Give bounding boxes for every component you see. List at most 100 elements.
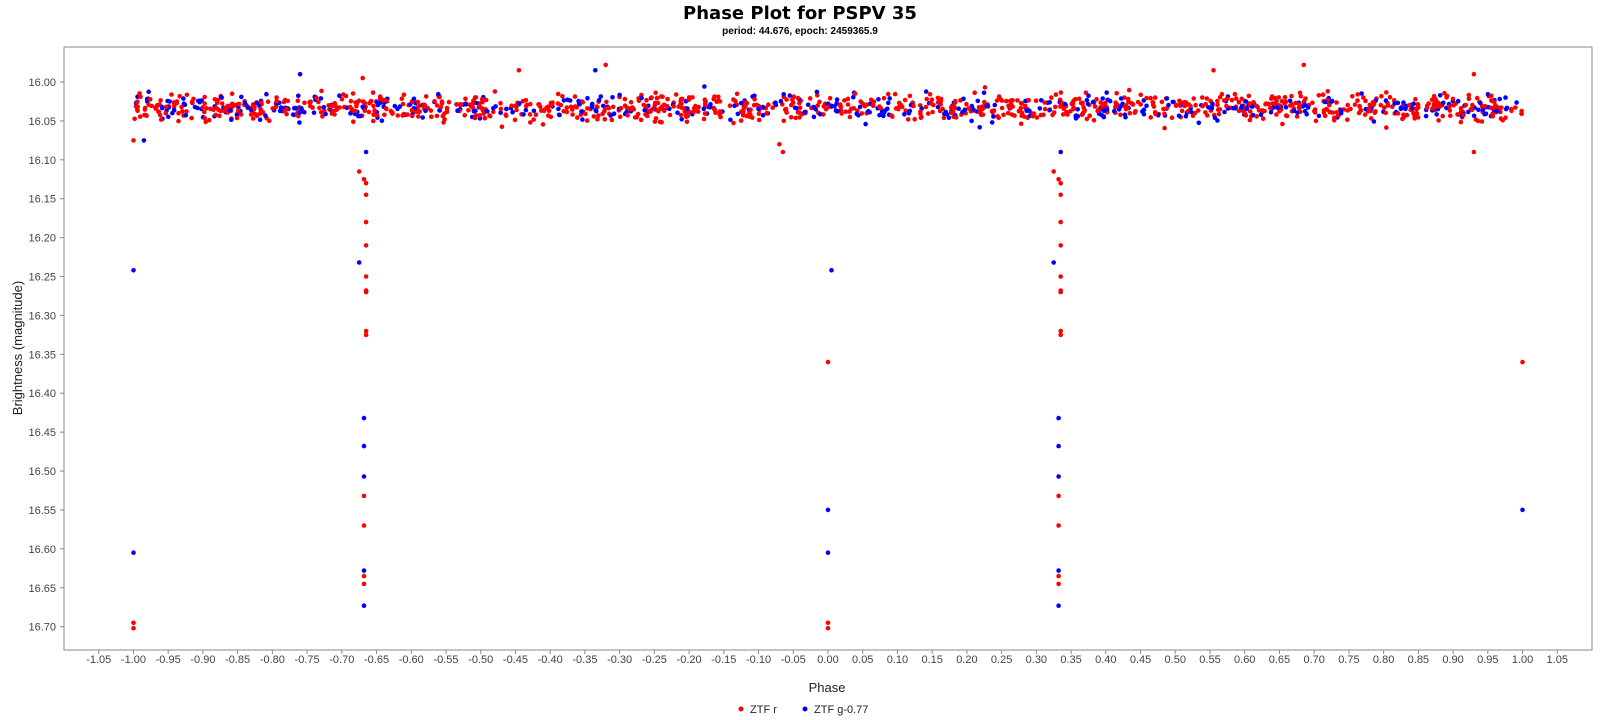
point-ztf-g	[1322, 99, 1328, 105]
point-ztf-g	[593, 68, 598, 73]
x-tick-label: -0.45	[503, 654, 528, 666]
point-ztf-r	[649, 107, 655, 112]
point-ztf-g	[885, 106, 890, 112]
point-ztf-r	[1479, 119, 1485, 124]
point-ztf-r	[1236, 99, 1242, 105]
point-ztf-g	[1123, 114, 1128, 120]
x-tick-label: -0.20	[677, 654, 702, 666]
x-tick-label: 0.60	[1234, 654, 1255, 666]
point-ztf-r	[191, 96, 196, 102]
point-ztf-g	[738, 100, 744, 106]
x-tick-label: 0.10	[887, 654, 908, 666]
point-ztf-r	[1458, 119, 1464, 125]
point-ztf-r	[254, 113, 260, 119]
point-ztf-r	[1301, 62, 1307, 68]
point-ztf-r	[134, 106, 140, 112]
point-ztf-r	[1272, 95, 1278, 101]
point-ztf-r	[978, 112, 984, 118]
point-ztf-g	[1107, 98, 1113, 104]
point-ztf-r	[1203, 101, 1208, 107]
point-ztf-r	[132, 116, 137, 122]
point-ztf-r	[428, 108, 434, 113]
point-ztf-g	[1144, 103, 1149, 109]
point-ztf-r	[1498, 116, 1504, 121]
legend-marker-ztf-g	[802, 706, 808, 712]
point-ztf-r	[347, 104, 353, 110]
point-ztf-r	[797, 105, 803, 111]
point-ztf-g	[491, 106, 496, 111]
point-ztf-r	[1474, 95, 1480, 101]
point-ztf-r	[1440, 113, 1445, 119]
point-ztf-g	[781, 92, 786, 97]
legend-label-ztf-g: ZTF g-0.77	[814, 704, 868, 716]
x-tick-label: -0.80	[260, 654, 285, 666]
point-ztf-r	[527, 112, 533, 117]
point-ztf-r	[654, 95, 660, 101]
point-ztf-r	[368, 98, 374, 104]
point-ztf-r	[548, 114, 554, 120]
point-ztf-r	[399, 96, 405, 101]
point-ztf-r	[750, 115, 755, 120]
point-ztf-r	[847, 114, 853, 120]
chart-subtitle: period: 44.676, epoch: 2459365.9	[722, 26, 878, 37]
point-ztf-r	[1239, 96, 1245, 102]
point-ztf-r	[702, 101, 708, 106]
point-ztf-g	[1212, 115, 1218, 120]
point-ztf-r	[483, 97, 489, 103]
point-ztf-r	[360, 99, 366, 104]
point-ztf-g	[876, 97, 881, 102]
x-axis-label: Phase	[809, 680, 846, 695]
point-ztf-r	[395, 113, 401, 118]
point-ztf-r	[1211, 68, 1216, 73]
point-ztf-r	[1432, 101, 1438, 106]
point-ztf-r	[572, 94, 578, 99]
point-ztf-g	[146, 89, 151, 95]
point-ztf-r	[1436, 118, 1441, 123]
point-ztf-r	[206, 117, 212, 123]
point-ztf-r	[1056, 523, 1061, 528]
point-ztf-g	[218, 94, 224, 100]
point-ztf-r	[1451, 103, 1456, 108]
point-ztf-r	[438, 105, 444, 110]
point-ztf-r	[1015, 98, 1020, 103]
point-ztf-r	[1083, 90, 1089, 95]
point-ztf-r	[1279, 98, 1285, 104]
point-ztf-r	[712, 94, 717, 99]
point-ztf-r	[208, 106, 213, 112]
point-ztf-r	[1490, 113, 1496, 119]
point-ztf-g	[254, 100, 260, 106]
x-tick-label: -0.75	[295, 654, 320, 666]
point-ztf-r	[415, 99, 421, 105]
point-ztf-r	[439, 101, 445, 106]
point-ztf-g	[971, 107, 976, 112]
point-ztf-r	[678, 112, 684, 118]
point-ztf-g	[131, 268, 136, 273]
point-ztf-r	[1382, 105, 1387, 110]
point-ztf-g	[556, 106, 561, 112]
point-ztf-r	[317, 105, 322, 111]
y-tick-label: 16.55	[28, 505, 56, 517]
point-ztf-r	[516, 68, 522, 73]
point-ztf-r	[1269, 96, 1274, 101]
point-ztf-r	[1056, 573, 1061, 579]
point-ztf-r	[458, 102, 463, 107]
point-ztf-r	[350, 91, 356, 96]
x-tick-label: 0.35	[1060, 654, 1081, 666]
y-tick-label: 16.45	[28, 427, 56, 439]
point-ztf-r	[591, 114, 597, 119]
point-ztf-r	[924, 96, 930, 102]
point-ztf-r	[780, 149, 786, 155]
point-ztf-g	[517, 101, 522, 106]
point-ztf-g	[1437, 93, 1443, 98]
point-ztf-r	[444, 109, 450, 115]
point-ztf-r	[777, 142, 782, 147]
point-ztf-g	[337, 93, 342, 98]
point-ztf-g	[585, 95, 590, 101]
point-ztf-r	[1407, 103, 1412, 108]
point-ztf-r	[1345, 117, 1350, 122]
y-tick-label: 16.05	[28, 116, 56, 128]
point-ztf-r	[1051, 169, 1056, 174]
point-ztf-r	[330, 108, 335, 114]
point-ztf-r	[1297, 90, 1303, 96]
point-ztf-r	[653, 90, 658, 96]
